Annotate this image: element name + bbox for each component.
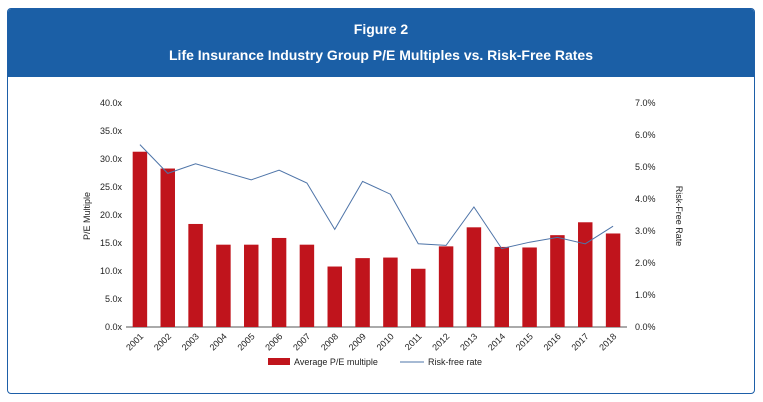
y2-tick-label: 2.0% [635,258,656,268]
y-tick-label: 40.0x [100,98,123,108]
legend-swatch-bar [268,358,290,365]
x-tick-label: 2009 [347,331,368,352]
x-tick-label: 2004 [208,331,229,352]
chart-line-series [139,144,614,250]
figure-label: Figure 2 [353,21,409,37]
x-tick-label: 2006 [263,331,284,352]
x-tick-label: 2018 [597,331,618,352]
x-tick-label: 2017 [569,331,590,352]
legend-label-line: Risk-free rate [428,357,482,367]
x-tick-label: 2014 [486,331,507,352]
x-tick-label: 2007 [291,331,312,352]
bar-2004 [216,244,231,327]
figure-header: Figure 2 Life Insurance Industry Group P… [8,9,754,77]
bar-2007 [299,244,315,327]
chart-axes: 0.0x 5.0x 10.0x 15.0x 20.0x 25.0x 30.0x 35.0x 40… [100,98,656,353]
bar-2005 [244,244,259,327]
y-tick-label: 35.0x [100,126,123,136]
y2-tick-label: 7.0% [635,98,656,108]
x-tick-label: 2012 [430,331,451,352]
x-tick-label: 2016 [542,331,563,352]
x-tick-label: 2005 [235,331,256,352]
bar-2012 [438,246,454,327]
y-tick-label: 10.0x [100,266,123,276]
legend-label-bar: Average P/E multiple [294,357,378,367]
y-axis-title: P/E Multiple [82,192,92,240]
bar-2008 [327,266,342,327]
y2-axis-title: Risk-Free Rate [674,186,684,247]
x-tick-label: 2013 [458,331,479,352]
bar-2018 [605,233,621,327]
risk-free-rate-line [139,144,614,250]
bar-2014 [494,246,509,327]
x-tick-label: 2002 [152,331,173,352]
bar-2002 [160,168,175,327]
x-tick-label: 2001 [124,331,145,352]
y2-tick-label: 4.0% [635,194,656,204]
y-tick-label: 20.0x [100,210,123,220]
chart-legend: Average P/E multiple Risk-free rate [268,357,482,367]
bar-2009 [355,258,370,327]
y-tick-label: 0.0x [105,322,123,332]
x-tick-label: 2010 [375,331,396,352]
bar-2016 [550,235,565,327]
bar-2003 [188,223,203,327]
bar-2006 [271,237,287,327]
bar-2011 [411,268,426,327]
y2-tick-label: 3.0% [635,226,656,236]
y-tick-label: 25.0x [100,182,123,192]
y-tick-label: 5.0x [105,294,123,304]
x-tick-label: 2003 [180,331,201,352]
bar-2010 [383,257,398,327]
bar-2001 [132,151,148,327]
y2-tick-label: 1.0% [635,290,656,300]
y2-tick-label: 0.0% [635,322,656,332]
chart-bars [132,151,621,327]
bar-2017 [578,222,593,327]
x-tick-label: 2015 [514,331,535,352]
figure-panel: Figure 2 Life Insurance Industry Group P… [7,8,755,394]
figure-title: Life Insurance Industry Group P/E Multip… [169,47,593,63]
y2-tick-label: 5.0% [635,162,656,172]
y-tick-label: 15.0x [100,238,123,248]
bar-2013 [466,227,482,327]
y-tick-label: 30.0x [100,154,123,164]
bar-2015 [522,247,537,327]
y2-tick-label: 6.0% [635,130,656,140]
x-tick-label: 2011 [403,331,424,352]
x-tick-label: 2008 [319,331,340,352]
